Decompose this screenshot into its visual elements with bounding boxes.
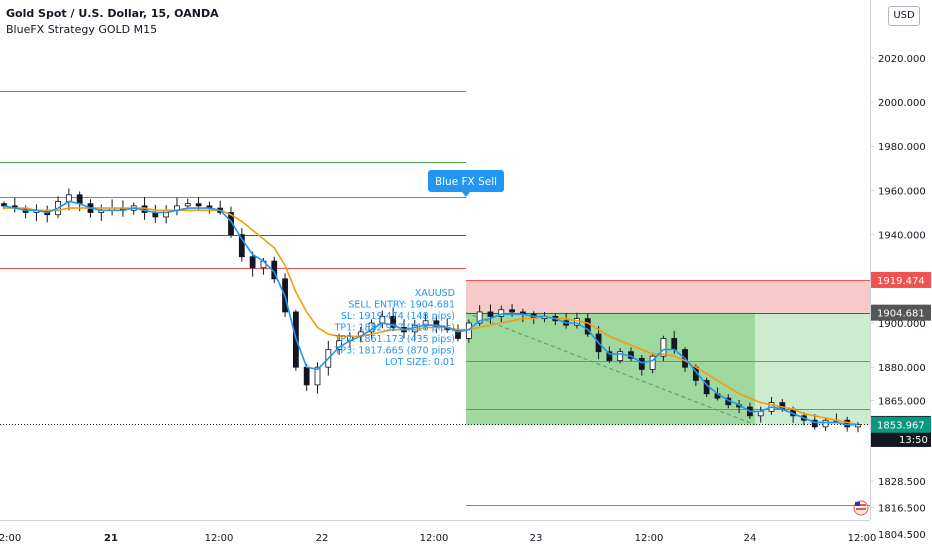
candle-body [822, 419, 829, 428]
price-tick-label: 1880.000 [878, 363, 926, 374]
candle-body [65, 194, 72, 202]
candle-body [487, 311, 494, 317]
candle-body [811, 419, 818, 428]
time-tick-label: 24 [744, 533, 757, 544]
info-line: TP3: 1817.665 (870 pips) [334, 346, 455, 357]
stop-loss-zone [466, 279, 870, 313]
price-tag-label: 13:50 [899, 435, 928, 446]
candle-body [314, 366, 321, 386]
candle-body [1, 203, 7, 207]
time-axis[interactable]: 2:00 21 12:00 22 12:00 23 12:00 24 12:00 [0, 533, 876, 544]
price-tick-label: 1940.000 [878, 231, 926, 242]
trend-dashed-line [465, 312, 756, 426]
time-tick-label: 23 [530, 533, 543, 544]
price-tick-label: 1816.500 [878, 504, 926, 515]
signal-badge[interactable] [428, 170, 504, 192]
candle-body [163, 209, 170, 218]
price-tag-bg [871, 430, 931, 447]
candle-body [606, 351, 613, 361]
candle-body [584, 318, 591, 335]
price-tick-label: 1804.500 [878, 530, 926, 541]
price-axis[interactable]: 2020.000 2000.000 1980.000 1960.000 1940.000… [870, 54, 931, 541]
price-tag: 13:50 [871, 430, 931, 447]
info-line: TP2: 1861.173 (435 pips) [334, 334, 455, 345]
symbol-title[interactable]: Gold Spot / U.S. Dollar, 15, OANDA [6, 7, 219, 20]
price-tag: 1919.474 [871, 271, 931, 288]
candle-body [509, 309, 515, 313]
flag-icon [853, 500, 869, 516]
candle-body [303, 366, 310, 386]
trade-zones [465, 279, 870, 426]
time-tick-label: 12:00 [420, 533, 449, 544]
time-tick-label: 12:00 [848, 533, 877, 544]
signal-annotation: Blue FX Sell [428, 170, 504, 197]
level-lines [0, 91, 870, 506]
indicator-title[interactable]: BlueFX Strategy GOLD M15 [6, 23, 158, 36]
candle-body [390, 315, 397, 328]
candle-body [184, 203, 191, 207]
info-line: XAUUSD [415, 288, 455, 299]
candle-body [671, 338, 678, 350]
candle-body [238, 234, 245, 258]
time-tick-label: 12:00 [205, 533, 234, 544]
candle-body [249, 256, 256, 269]
time-tick-label: 22 [316, 533, 329, 544]
price-tag-bg [871, 271, 931, 288]
candle-body [76, 194, 83, 205]
price-tick-label: 1828.500 [878, 477, 926, 488]
time-tick-label: 21 [104, 533, 118, 544]
candle-body [649, 355, 656, 370]
currency-button[interactable]: USD [888, 6, 920, 26]
price-tag-bg [871, 416, 931, 433]
price-tag-label: 1904.681 [877, 309, 925, 320]
candle-body [498, 309, 505, 317]
info-line: SL: 1919.474 (148 pips) [341, 311, 455, 322]
grid-lines [0, 0, 871, 521]
chart-legend: Gold Spot / U.S. Dollar, 15, OANDA BlueF… [6, 6, 219, 38]
price-tick-label: 1960.000 [878, 186, 926, 197]
candle-body [476, 311, 483, 324]
info-line: LOT SIZE: 0.01 [385, 357, 455, 368]
moving-averages [3, 200, 859, 426]
candle-body [660, 338, 667, 357]
info-line: TP1: 1882.927 (218 pips) [334, 323, 455, 334]
price-tick-label: 1900.000 [878, 319, 926, 330]
time-tick-label: 2:00 [0, 533, 21, 544]
price-tick-label: 1980.000 [878, 142, 926, 153]
candle-body [638, 357, 645, 370]
price-tag: 1853.967 [871, 416, 931, 433]
ma-slow-line [4, 207, 859, 426]
candle-body [195, 203, 202, 207]
price-tag-label: 1853.967 [877, 421, 925, 432]
signal-pointer-icon [462, 192, 470, 197]
price-tick-label: 1865.000 [878, 396, 926, 407]
price-tag-label: 1919.474 [877, 276, 925, 287]
candle-body [617, 351, 624, 361]
price-tick-label: 2000.000 [878, 98, 926, 109]
price-tick-label: 2020.000 [878, 54, 926, 65]
price-tag: 1904.681 [871, 304, 931, 321]
candle-body [228, 212, 234, 236]
price-tag-bg [871, 304, 931, 321]
info-line: SELL ENTRY: 1904.681 [348, 300, 455, 311]
signal-label: Blue FX Sell [435, 176, 497, 188]
time-tick-label: 12:00 [635, 533, 664, 544]
ma-fast-line [3, 200, 858, 426]
